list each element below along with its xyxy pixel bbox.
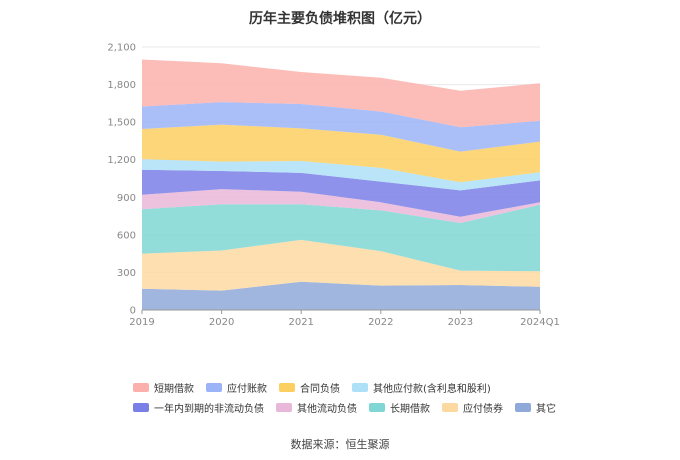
legend-label: 其他应付款(含利息和股利) [373, 383, 491, 395]
legend-label: 其它 [536, 403, 556, 415]
legend-swatch [276, 402, 292, 412]
area-应付债券 [142, 239, 540, 291]
legend-item[interactable]: 一年内到期的非流动负债 [133, 400, 264, 415]
area-长期借款 [142, 204, 540, 272]
x-tick-label: 2022 [368, 317, 393, 328]
legend-swatch [133, 382, 149, 392]
area-series [142, 59, 540, 310]
area-一年内到期的非流动负债 [142, 169, 540, 217]
y-tick-label: 0 [130, 306, 136, 317]
area-其他流动负债 [142, 189, 540, 223]
area-其它 [142, 281, 540, 310]
y-tick-label: 1,200 [107, 155, 136, 166]
y-tick-label: 2,100 [107, 43, 136, 54]
legend-swatch [515, 402, 531, 412]
legend-item[interactable]: 合同负债 [279, 380, 340, 395]
x-tick-label: 2024Q1 [520, 317, 560, 328]
data-source-note: 数据来源：恒生聚源 [290, 438, 390, 451]
legend-label: 短期借款 [154, 383, 194, 395]
x-tick-label: 2019 [129, 317, 154, 328]
y-tick-label: 600 [117, 230, 136, 241]
x-tick-label: 2020 [209, 317, 234, 328]
y-axis: 0 300 600 900 1,200 1,500 1,800 2,100 [107, 43, 136, 317]
legend-swatch [369, 402, 385, 412]
chart-title: 历年主要负债堆积图（亿元） [249, 11, 431, 27]
y-tick-label: 1,800 [107, 80, 136, 91]
legend-swatch [279, 382, 295, 392]
legend-row: 一年内到期的非流动负债 其他流动负债 长期借款 应付债券 其它 [133, 397, 573, 417]
legend-label: 应付债券 [463, 403, 503, 415]
legend-label: 应付账款 [227, 383, 267, 395]
legend-label: 一年内到期的非流动负债 [154, 403, 264, 415]
legend-item[interactable]: 应付账款 [206, 380, 267, 395]
legend-swatch [352, 382, 368, 392]
legend-item[interactable]: 其他流动负债 [276, 400, 357, 415]
area-合同负债 [142, 124, 540, 183]
legend-label: 长期借款 [390, 403, 430, 415]
y-tick-label: 1,500 [107, 118, 136, 129]
legend-label: 合同负债 [300, 383, 340, 395]
area-其他应付款(含利息和股利) [142, 159, 540, 191]
legend-item[interactable]: 其他应付款(含利息和股利) [352, 380, 491, 395]
x-axis: 2019 2020 2021 2022 2023 2024Q1 [129, 309, 560, 328]
legend-row: 短期借款 应付账款 合同负债 其他应付款(含利息和股利) [133, 377, 573, 397]
y-tick-label: 300 [117, 268, 136, 279]
y-tick-label: 900 [117, 193, 136, 204]
legend-swatch [206, 382, 222, 392]
legend-label: 其他流动负债 [297, 403, 357, 415]
area-应付账款 [142, 102, 540, 152]
legend-item[interactable]: 其它 [515, 400, 556, 415]
legend-item[interactable]: 短期借款 [133, 380, 194, 395]
legend: 短期借款 应付账款 合同负债 其他应付款(含利息和股利) 一年内到期的非流动负债 其他流… [133, 377, 573, 417]
area-短期借款 [142, 59, 540, 128]
legend-swatch [133, 402, 149, 412]
x-tick-label: 2023 [448, 317, 473, 328]
legend-item[interactable]: 长期借款 [369, 400, 430, 415]
legend-swatch [442, 402, 458, 412]
x-tick-label: 2021 [288, 317, 313, 328]
legend-item[interactable]: 应付债券 [442, 400, 503, 415]
